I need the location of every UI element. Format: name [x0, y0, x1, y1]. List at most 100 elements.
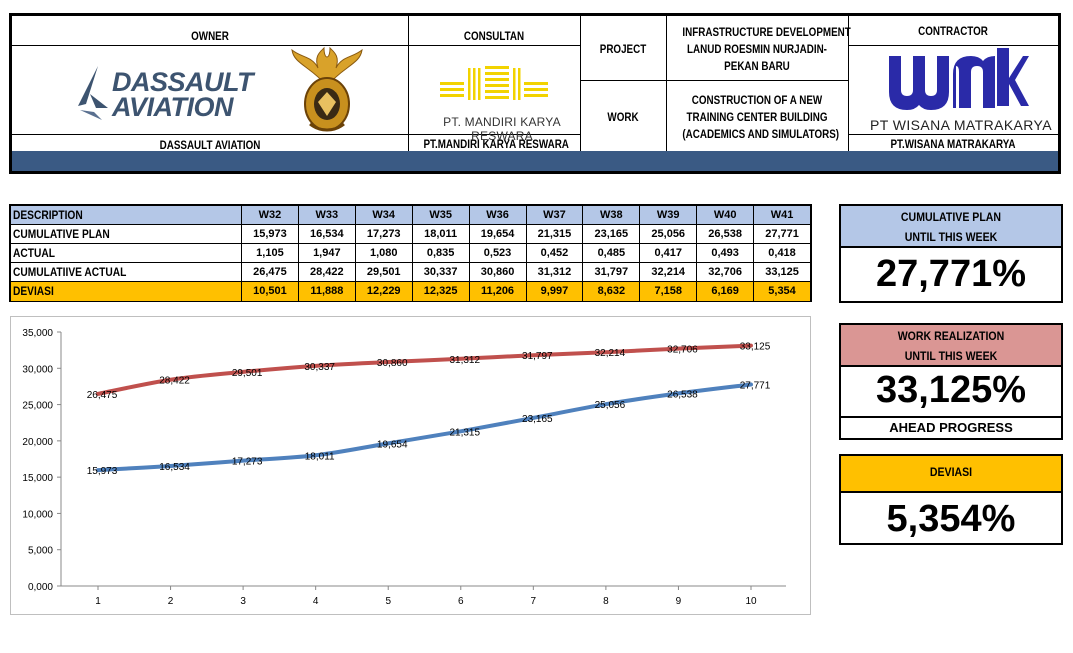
ahead-progress-label: AHEAD PROGRESS	[839, 416, 1063, 440]
table-cell: 7,158	[639, 282, 696, 301]
table-cell: 12,325	[411, 282, 469, 301]
data-point	[604, 350, 608, 354]
deviasi-row-label: DEVIASI	[11, 282, 241, 301]
table-header-row: DESCRIPTION W32 W33 W34 W35 W36 W37 W38 W39 W40 W4…	[11, 206, 810, 225]
table-cell: 0,452	[525, 244, 583, 262]
data-label: 29,501	[232, 368, 263, 379]
data-label: 28,422	[159, 376, 190, 387]
x-tick-label: 8	[603, 596, 609, 607]
contractor-label: CONTRACTOR	[918, 24, 988, 38]
data-label: 32,214	[595, 348, 626, 359]
work-title-line3: (ACADEMICS AND SIMULATORS)	[682, 127, 840, 141]
data-label: 25,056	[595, 400, 626, 411]
cumulative-plan-label-line2: UNTIL THIS WEEK	[904, 230, 998, 244]
deviasi-row: DEVIASI 10,501 11,888 12,229 12,325 11,206 9,9…	[11, 282, 810, 301]
dassault-logo-line1: DASSAULT	[112, 67, 254, 97]
cumulative-actual-row: CUMULATIIVE ACTUAL 26,475 28,422 29,501 30,3…	[11, 263, 810, 282]
table-cell: 31,797	[582, 263, 639, 281]
table-cell: 0,523	[468, 244, 526, 262]
data-label: 26,538	[667, 389, 698, 400]
table-cell: 10,501	[241, 282, 298, 301]
data-point	[749, 344, 753, 348]
wmk-logo-text: PT WISANA MATRAKARYA	[869, 117, 1052, 133]
mkr-bars-icon	[440, 66, 548, 100]
actual-series-line	[96, 343, 753, 396]
table-cell: 30,860	[468, 263, 526, 281]
table-cell: W40	[696, 206, 753, 224]
data-point	[96, 392, 100, 396]
data-label: 32,706	[667, 345, 698, 356]
x-tick-label: 10	[745, 596, 757, 607]
table-cell: 8,632	[582, 282, 639, 301]
data-label: 17,273	[232, 457, 263, 468]
actual-row: ACTUAL 1,105 1,947 1,080 0,835 0,523 0,452 0,48…	[11, 244, 810, 263]
table-header-row-label-text: DESCRIPTION	[13, 208, 83, 222]
data-point	[314, 453, 318, 457]
y-tick-label: 5,000	[28, 546, 53, 557]
table-cell: 1,105	[241, 244, 298, 262]
cumulative-actual-row-label: CUMULATIIVE ACTUAL	[11, 263, 241, 281]
table-cell: 5,354	[753, 282, 810, 301]
project-title-line3: PEKAN BARU	[724, 59, 790, 73]
x-tick-label: 6	[458, 596, 464, 607]
y-tick-label: 15,000	[22, 473, 53, 484]
y-tick-label: 25,000	[22, 401, 53, 412]
project-title-line1: INFRASTRUCTURE DEVELOPMENT	[682, 25, 851, 39]
data-label: 30,860	[377, 358, 408, 369]
table-cell: 25,056	[639, 225, 696, 243]
data-point	[169, 464, 173, 468]
table-header-row-label: DESCRIPTION	[11, 206, 241, 224]
project-label: PROJECT	[599, 42, 647, 56]
cumulative-plan-header: CUMULATIVE PLAN UNTIL THIS WEEK	[841, 206, 1061, 248]
table-cell: 30,337	[411, 263, 469, 281]
table-cell: W32	[241, 206, 298, 224]
x-tick-label: 9	[676, 596, 682, 607]
contractor-name: PT.WISANA MATRAKARYA	[890, 137, 1016, 151]
table-cell: 18,011	[411, 225, 469, 243]
table-cell: 31,312	[525, 263, 583, 281]
table-cell: 26,475	[241, 263, 298, 281]
cumulative-plan-row-label-text: CUMULATIVE PLAN	[13, 227, 110, 241]
table-cell: 15,973	[241, 225, 298, 243]
table-cell: 17,273	[354, 225, 412, 243]
table-cell: 19,654	[468, 225, 526, 243]
table-cell: 21,315	[525, 225, 583, 243]
progress-chart-svg: 0,000 5,000 10,000 15,000 20,000 25,000 30,000…	[22, 328, 786, 607]
data-point	[241, 370, 245, 374]
table-cell: 0,418	[753, 244, 810, 262]
x-tick-label: 4	[313, 596, 319, 607]
cumulative-plan-label-line1: CUMULATIVE PLAN	[900, 210, 1002, 224]
work-realization-header: WORK REALIZATION UNTIL THIS WEEK	[841, 325, 1061, 367]
cumulative-plan-row-label: CUMULATIVE PLAN	[11, 225, 241, 243]
table-cell: 11,888	[297, 282, 355, 301]
owner-name: DASSAULT AVIATION	[159, 138, 261, 152]
data-point	[314, 364, 318, 368]
header-band	[12, 151, 1058, 171]
deviasi-label: DEVIASI	[929, 465, 973, 479]
dassault-logo-line2: AVIATION	[112, 92, 234, 122]
table-cell: 9,997	[525, 282, 583, 301]
actual-row-label: ACTUAL	[11, 244, 241, 262]
consultant-label: CONSULTAN	[463, 29, 525, 43]
cumulative-plan-value: 27,771%	[875, 253, 1026, 295]
cumulative-plan-row: CUMULATIVE PLAN 15,973 16,534 17,273 18,011 1…	[11, 225, 810, 244]
table-cell: 26,538	[696, 225, 753, 243]
data-point	[386, 360, 390, 364]
table-cell: 32,214	[639, 263, 696, 281]
table-cell: W41	[753, 206, 810, 224]
dassault-logo-text: DASSAULT AVIATION	[112, 67, 254, 122]
data-label: 31,312	[449, 355, 480, 366]
data-label: 18,011	[305, 451, 335, 462]
table-cell: 11,206	[468, 282, 526, 301]
x-tick-label: 2	[168, 596, 174, 607]
table-cell: W38	[582, 206, 639, 224]
data-label: 30,337	[304, 362, 335, 373]
y-tick-label: 0,000	[28, 582, 53, 593]
table-cell: 33,125	[753, 263, 810, 281]
data-point	[749, 382, 753, 386]
data-label: 27,771	[740, 380, 771, 391]
work-realization-label-line1: WORK REALIZATION	[897, 329, 1005, 343]
table-cell: 0,835	[411, 244, 469, 262]
y-tick-label: 10,000	[22, 509, 53, 520]
data-point	[386, 441, 390, 445]
